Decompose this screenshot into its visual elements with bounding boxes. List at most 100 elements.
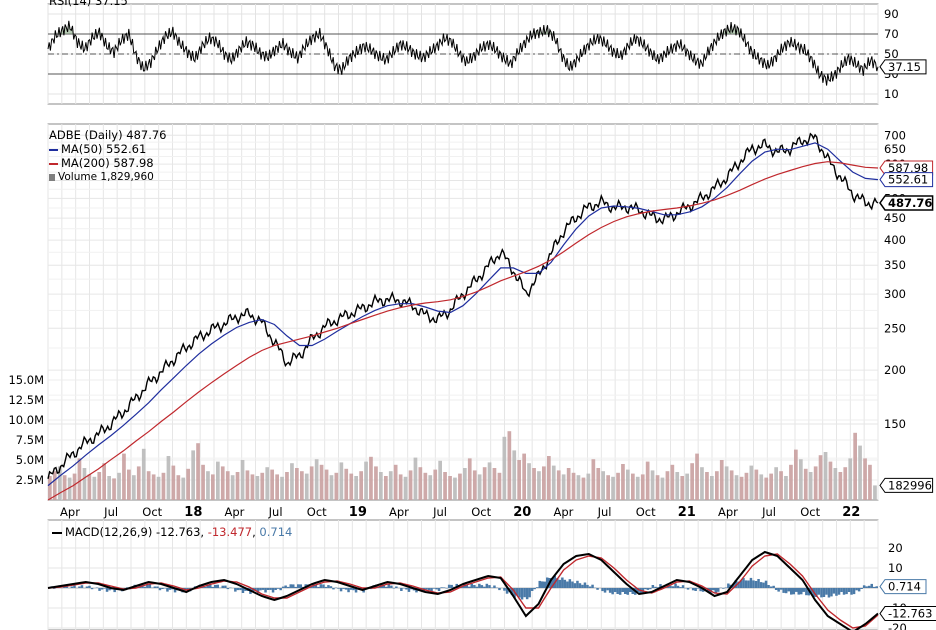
rsi-tick-label: 50 <box>884 47 899 61</box>
macd-hist-bar <box>211 586 214 588</box>
macd-hist-bar <box>679 587 682 588</box>
macd-hist-bar <box>327 585 330 588</box>
macd-hist-bar <box>586 584 589 588</box>
volume-bar <box>631 473 635 500</box>
volume-bar <box>621 464 625 500</box>
volume-bar <box>818 455 823 500</box>
volume-bar <box>82 468 87 500</box>
macd-hist-bar <box>608 588 612 593</box>
macd-hist-bar <box>543 581 546 588</box>
macd-hist-bar <box>601 588 604 592</box>
macd-hist-bar <box>722 588 725 589</box>
macd-hist-bar <box>317 586 320 588</box>
macd-hist-bar <box>468 586 471 588</box>
macd-hist-bar <box>832 588 836 594</box>
rsi-last-label-box <box>879 59 927 75</box>
macd-hist-bar <box>445 588 448 589</box>
volume-bar <box>122 453 126 500</box>
volume-bar <box>616 472 620 500</box>
volume-bar <box>705 472 709 500</box>
macd-hist-bar <box>299 584 302 588</box>
rsi-legend: RSI(14) 37.15 <box>49 0 128 8</box>
ma200-line <box>47 161 879 501</box>
macd-hist-bar <box>566 581 569 588</box>
macd-hist-bar <box>146 584 149 588</box>
macd-hist-bar <box>319 584 323 588</box>
macd-hist-bar <box>867 585 871 588</box>
ma200-price-label: 587.98 <box>888 161 928 175</box>
volume-bar <box>492 468 497 500</box>
volume-bar <box>146 471 151 500</box>
price-tick-label: 200 <box>884 363 906 377</box>
macd-hist-bar <box>774 588 778 590</box>
macd-hist-bar <box>148 584 152 588</box>
x-axis-label: 18 <box>184 505 202 520</box>
volume-bar <box>428 475 433 500</box>
macd-hist-bar <box>488 585 491 588</box>
macd-hist-bar <box>518 588 521 598</box>
volume-bar <box>240 460 245 500</box>
volume-bar <box>655 475 660 500</box>
x-axis-label: Apr <box>553 505 573 519</box>
macd-hist-bar <box>535 587 539 588</box>
macd-hist-bar <box>284 585 287 588</box>
macd-hist-bar <box>827 588 831 598</box>
volume-bar <box>270 469 274 500</box>
macd-hist-bar <box>624 588 627 594</box>
volume-bar <box>398 474 403 500</box>
macd-hist-bar <box>450 584 453 588</box>
volume-bar <box>453 477 457 500</box>
volume-bar <box>235 472 240 500</box>
macd-hist-bar <box>568 579 572 588</box>
macd-hist-bar <box>475 586 479 588</box>
macd-hist-bar <box>349 588 353 590</box>
macd-hist-bar <box>156 586 159 588</box>
volume-bar <box>423 472 428 500</box>
macd-hist-bar <box>417 588 421 590</box>
macd-hist-bar <box>261 588 265 590</box>
volume-bar <box>522 453 526 500</box>
macd-hist-bar <box>835 588 838 596</box>
x-axis-label: 19 <box>349 505 367 520</box>
volume-bar <box>843 467 848 500</box>
macd-hist-bar <box>236 588 240 591</box>
volume-bar <box>774 467 778 500</box>
macd-tick-label: 10 <box>888 561 903 575</box>
macd-hist-bar <box>767 585 770 588</box>
volume-bar <box>304 473 309 500</box>
volume-bar <box>561 474 566 500</box>
macd-hist-bar <box>571 581 574 588</box>
macd-hist-bar <box>322 584 325 588</box>
macd-hist-bar <box>691 588 695 591</box>
volume-bar <box>87 474 92 500</box>
macd-hist-bar <box>830 588 833 597</box>
legend-symbol: ADBE (Daily) 487.76 <box>49 128 167 142</box>
macd-hist-bar <box>714 588 717 593</box>
macd-hist-bar <box>551 578 554 588</box>
volume-bar <box>744 472 749 500</box>
price-tick-label: 400 <box>884 233 906 247</box>
volume-bar <box>724 466 729 500</box>
macd-hist-bar <box>505 588 509 594</box>
macd-hist-bar <box>613 588 617 592</box>
macd-hist-bar <box>465 585 468 588</box>
price-tick-label: 250 <box>884 321 906 335</box>
volume-bar <box>507 431 512 500</box>
volume-bar <box>314 459 319 500</box>
macd-hist-bar <box>772 585 775 588</box>
macd-hist-bar <box>724 587 728 588</box>
volume-bar <box>388 471 393 500</box>
macd-legend-signal: -13.477 <box>207 525 253 539</box>
macd-hist-bar <box>344 588 348 590</box>
price-tick-label: 350 <box>884 258 906 272</box>
volume-bar <box>176 475 181 500</box>
x-axis-label: Jul <box>761 505 776 519</box>
volume-bar <box>690 463 694 500</box>
x-axis-label: Oct <box>471 505 491 519</box>
macd-hist-bar <box>837 588 841 595</box>
macd-hist-bar <box>447 584 451 588</box>
macd-hist-bar <box>671 586 675 588</box>
volume-bar <box>384 476 388 500</box>
volume-bar <box>710 476 714 500</box>
macd-hist-bar <box>483 586 486 588</box>
